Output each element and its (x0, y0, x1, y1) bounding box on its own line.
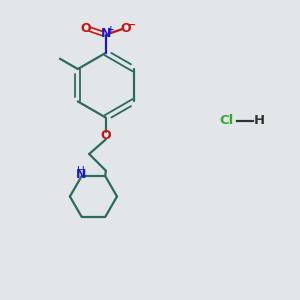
Text: N: N (100, 28, 111, 40)
Text: O: O (100, 129, 111, 142)
Text: Cl: Cl (219, 114, 234, 127)
Text: O: O (80, 22, 91, 35)
Text: −: − (128, 20, 136, 30)
Text: H: H (254, 114, 265, 127)
Text: +: + (107, 25, 115, 34)
Text: H: H (77, 166, 85, 176)
Text: N: N (76, 168, 86, 182)
Text: O: O (121, 22, 131, 35)
